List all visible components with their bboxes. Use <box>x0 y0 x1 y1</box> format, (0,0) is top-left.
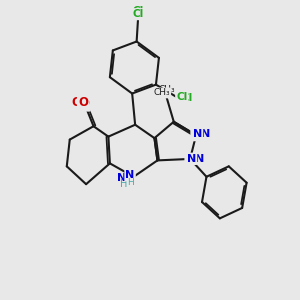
Text: O: O <box>78 96 88 109</box>
Text: O: O <box>80 98 90 110</box>
Text: CH₃: CH₃ <box>158 85 175 94</box>
Text: H: H <box>127 178 134 187</box>
Text: Cl: Cl <box>133 6 144 16</box>
Text: Cl: Cl <box>176 92 188 101</box>
Text: O: O <box>72 96 82 109</box>
Text: N: N <box>191 130 201 140</box>
Text: N: N <box>200 129 210 139</box>
Text: Cl: Cl <box>181 93 193 103</box>
Text: Cl: Cl <box>133 9 144 19</box>
Text: H: H <box>120 178 127 189</box>
Text: N: N <box>195 154 204 164</box>
Text: N: N <box>117 173 126 183</box>
Text: N: N <box>185 154 195 164</box>
Text: N: N <box>125 170 135 180</box>
Text: N: N <box>187 154 196 164</box>
Text: CH₃: CH₃ <box>154 88 170 98</box>
Text: N: N <box>193 129 202 139</box>
